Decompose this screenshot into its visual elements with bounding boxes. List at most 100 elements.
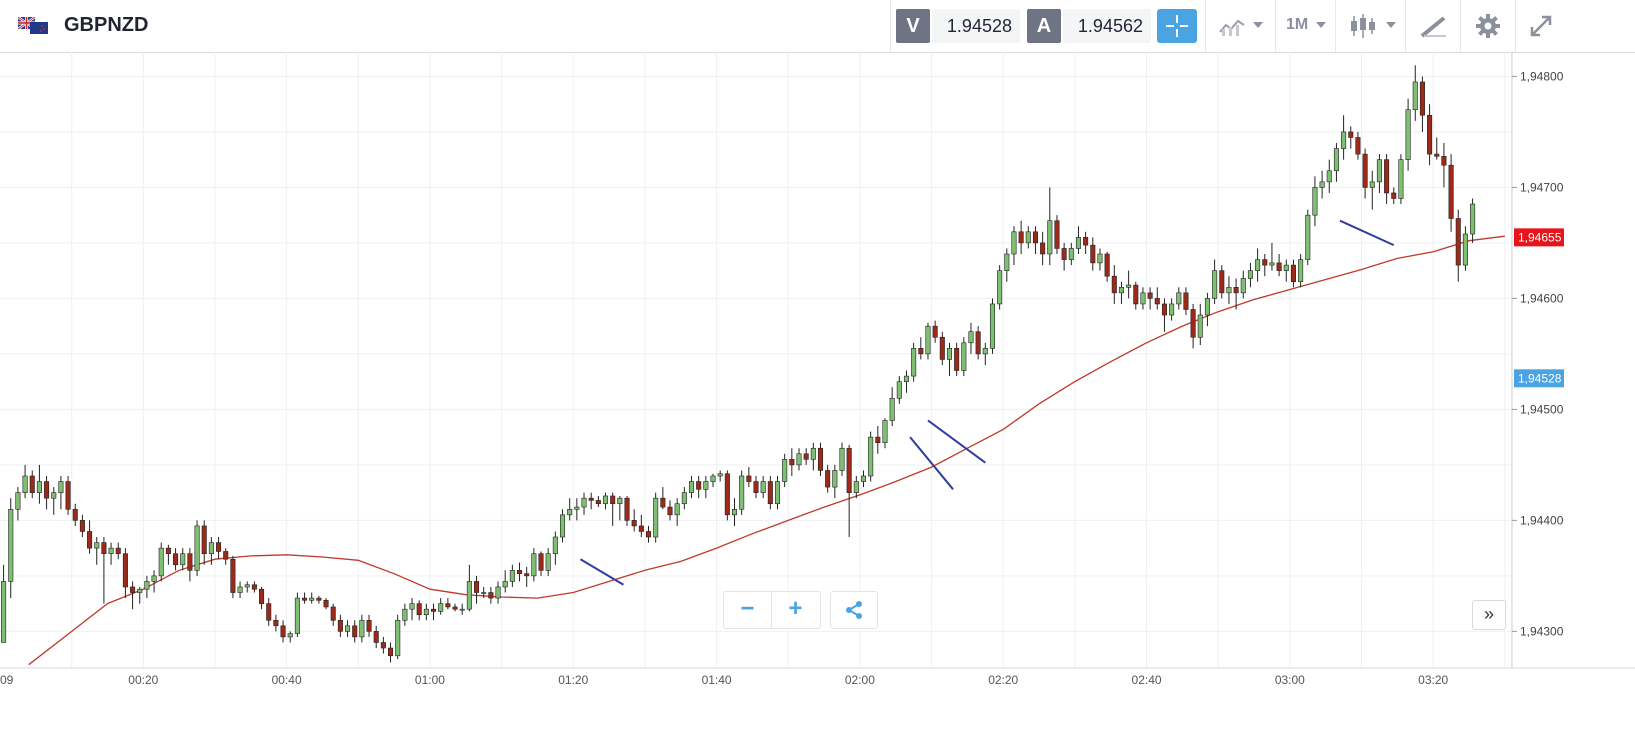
candle [280,620,286,643]
candle [495,581,501,604]
candle [810,442,816,471]
candle-body [875,436,881,443]
candle-body [1470,203,1476,235]
symbol-name[interactable]: GBPNZD [64,14,149,36]
candle-body [939,336,945,360]
candle [538,551,544,576]
candle-body [925,325,931,355]
x-tick-label: 03:20 [1418,673,1448,687]
candle [882,418,888,449]
candle-body [1097,253,1103,264]
candle [144,575,150,599]
candle-body [667,506,673,516]
chart-type-button[interactable] [1205,0,1276,52]
bid-label[interactable]: V [896,9,930,43]
candle-body [1197,314,1203,338]
candle-body [624,497,630,521]
candle-body [373,631,379,643]
y-tick-label: 1,94700 [1520,180,1564,194]
candle-body [1384,159,1390,194]
settings-button[interactable] [1460,0,1516,52]
ask-price[interactable]: 1.94562 [1063,9,1151,43]
candle-body [1240,278,1246,294]
ask-label[interactable]: A [1027,9,1061,43]
candle-body [94,542,100,549]
candle [1097,248,1103,271]
candle [982,342,988,365]
candle-body [395,619,401,657]
zoom-out-button[interactable]: − [724,592,772,628]
candle [724,470,730,521]
candle-body [803,453,809,460]
candle [559,509,566,543]
crosshair-button[interactable] [1157,9,1197,43]
candle [746,467,752,488]
candle-body [359,619,365,638]
candle-body [982,348,988,355]
candle [1090,237,1096,271]
candle-body [481,592,487,594]
candle-body [1032,231,1038,244]
candle-body [58,481,64,493]
candle-body [1004,253,1010,271]
candle [653,492,659,543]
candle [108,542,114,565]
candle-body [918,348,924,355]
chevron-down-icon [1316,22,1326,28]
last-price-tag: 1,94655 [1518,230,1562,244]
candle-body [1018,231,1024,244]
candle [158,542,164,582]
candle-body [380,642,386,649]
candle-body [466,581,472,610]
candle [459,603,465,615]
candle [1369,170,1375,210]
candle-body [531,553,537,577]
candle-type-button[interactable] [1335,0,1406,52]
candle [975,326,981,360]
candle-body [1255,259,1261,271]
candle [1133,281,1139,310]
candle-body [173,553,179,566]
share-button[interactable] [830,591,878,629]
bid-price[interactable]: 1.94528 [932,9,1020,43]
candle [1240,270,1246,299]
candle-body [1011,231,1017,255]
candle-body [79,520,85,532]
candle [1384,154,1390,205]
candle [1011,226,1017,266]
candle-body [1348,131,1354,138]
price-chart[interactable]: 09 00:20 00:40 01:00 01:20 01:40 02:00 02:20 02:… [0,52,1635,730]
zoom-in-button[interactable]: + [788,595,803,622]
candle-body [868,436,874,477]
candle-body [1262,259,1268,266]
scroll-to-latest-button[interactable]: » [1472,600,1506,630]
candle-body [1376,159,1382,183]
candle-body [717,473,723,477]
drawing-tools-button[interactable] [1405,0,1461,52]
candle [1,564,7,643]
candle [1405,98,1411,171]
candle-body [44,481,50,499]
candle-body [1326,170,1332,183]
candle [1269,242,1275,271]
bid-price-tag: 1,94528 [1518,371,1562,385]
candle-body [1025,231,1031,244]
timeframe-button[interactable]: 1M [1275,0,1336,52]
candle [1283,259,1289,282]
candle-body [208,542,214,554]
candle [151,570,157,593]
candle [1126,270,1132,299]
fullscreen-button[interactable] [1515,0,1566,52]
candle-body [968,331,974,344]
candle [1068,242,1074,266]
candle [244,581,250,593]
candle-body [1305,214,1311,260]
candle [717,470,723,482]
price-axis: 1,94300 1,94400 1,94500 1,94600 1,94700 1,948… [1511,52,1564,668]
candle [731,498,738,526]
candle [1025,226,1031,249]
candle-body [882,420,888,443]
candle [545,548,551,576]
candle-body [459,608,465,611]
candle [1391,187,1397,205]
